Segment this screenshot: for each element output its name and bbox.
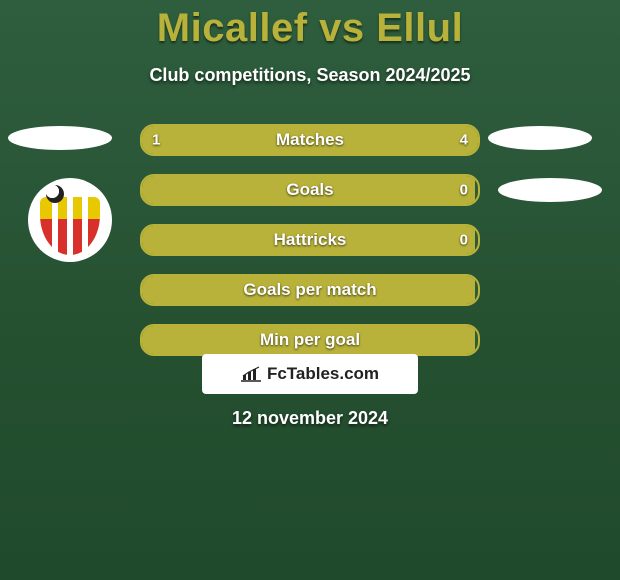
right-badge-placeholder-2 bbox=[498, 178, 602, 202]
subtitle: Club competitions, Season 2024/2025 bbox=[0, 65, 620, 86]
stat-row: Min per goal bbox=[140, 324, 480, 356]
stat-row: 0Goals bbox=[140, 174, 480, 206]
stats-bars: 14Matches 0Goals 0Hattricks Goals per match… bbox=[140, 124, 480, 374]
stat-label: Matches bbox=[142, 130, 478, 150]
watermark-text: FcTables.com bbox=[267, 364, 379, 384]
stat-label: Goals bbox=[142, 180, 478, 200]
stat-label: Hattricks bbox=[142, 230, 478, 250]
stat-label: Min per goal bbox=[142, 330, 478, 350]
watermark: FcTables.com bbox=[202, 354, 418, 394]
left-team-crest bbox=[28, 178, 112, 262]
page-title: Micallef vs Ellul bbox=[0, 0, 620, 51]
stat-row: 0Hattricks bbox=[140, 224, 480, 256]
chart-icon bbox=[241, 366, 261, 382]
stat-row: 14Matches bbox=[140, 124, 480, 156]
left-badge-placeholder-1 bbox=[8, 126, 112, 150]
stat-row: Goals per match bbox=[140, 274, 480, 306]
right-badge-placeholder-1 bbox=[488, 126, 592, 150]
date-text: 12 november 2024 bbox=[0, 408, 620, 429]
ball-icon bbox=[46, 185, 64, 203]
stat-label: Goals per match bbox=[142, 280, 478, 300]
